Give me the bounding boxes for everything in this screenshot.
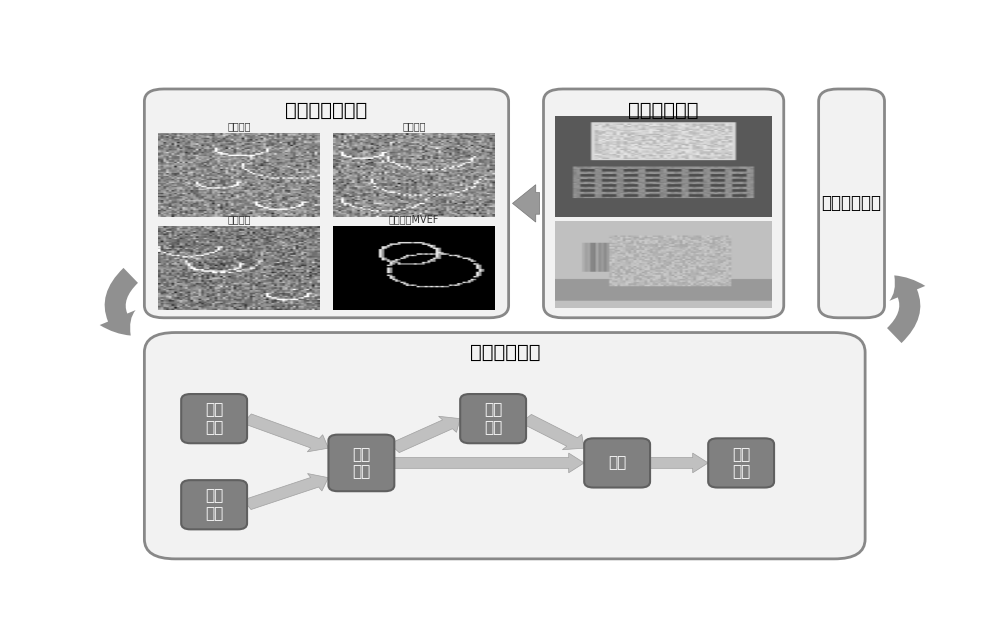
FancyArrowPatch shape (100, 268, 138, 335)
FancyBboxPatch shape (819, 89, 885, 318)
FancyBboxPatch shape (584, 438, 650, 488)
Text: 亮度调节: 亮度调节 (227, 214, 251, 224)
Text: 图像预处理模块: 图像预处理模块 (285, 101, 368, 120)
FancyBboxPatch shape (181, 394, 247, 443)
Polygon shape (243, 473, 328, 509)
Polygon shape (389, 416, 460, 452)
Text: 原始图像: 原始图像 (227, 121, 251, 131)
Polygon shape (243, 414, 328, 452)
FancyBboxPatch shape (181, 480, 247, 529)
Text: 训练
数据: 训练 数据 (205, 403, 223, 435)
Text: 实体
输出: 实体 输出 (732, 447, 750, 479)
Polygon shape (650, 453, 708, 473)
FancyArrowPatch shape (887, 275, 925, 343)
Text: 双层激活MVEF: 双层激活MVEF (389, 214, 439, 224)
Text: 量化评估模块: 量化评估模块 (822, 194, 882, 212)
Text: 图像采集模块: 图像采集模块 (628, 101, 699, 120)
Polygon shape (394, 453, 584, 473)
FancyBboxPatch shape (144, 89, 509, 318)
FancyBboxPatch shape (708, 438, 774, 488)
Text: 训练
模型: 训练 模型 (484, 403, 502, 435)
FancyBboxPatch shape (144, 332, 865, 559)
Text: 模型: 模型 (608, 456, 626, 470)
FancyBboxPatch shape (460, 394, 526, 443)
Text: 高斯滤波: 高斯滤波 (402, 121, 426, 131)
Polygon shape (521, 415, 584, 450)
Text: 特征
提取: 特征 提取 (352, 447, 370, 479)
FancyBboxPatch shape (544, 89, 784, 318)
Text: 测试
数据: 测试 数据 (205, 489, 223, 521)
FancyBboxPatch shape (328, 435, 394, 491)
Polygon shape (512, 185, 540, 222)
Text: 机器学习模块: 机器学习模块 (470, 343, 540, 362)
